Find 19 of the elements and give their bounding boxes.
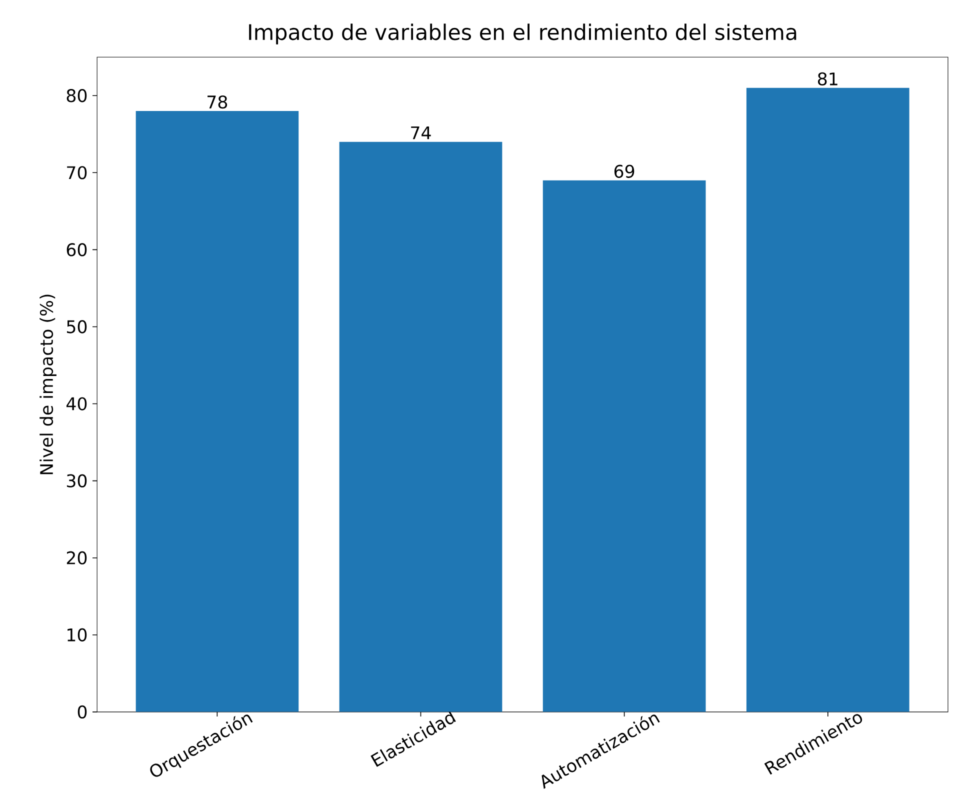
bar [136,111,299,712]
y-tick-label: 0 [78,705,87,719]
bar [542,180,706,712]
y-tick-label: 80 [66,89,87,102]
chart-title: Impacto de variables en el rendimiento del sistema [249,24,796,44]
y-axis-title: Nivel de impacto (%) [40,294,56,474]
y-tick-label: 50 [66,320,87,334]
data-label: 78 [208,96,228,109]
y-tick-label: 40 [66,397,87,410]
data-label: 74 [411,126,431,140]
data-label: 69 [614,164,634,178]
y-tick-label: 60 [66,243,87,256]
bar [339,142,502,712]
y-tick-label: 70 [67,166,87,180]
y-tick-label: 20 [66,551,87,565]
y-tick-label: 30 [66,474,87,488]
data-label: 81 [818,72,838,86]
y-tick-label: 10 [68,628,87,642]
bar [746,88,910,712]
